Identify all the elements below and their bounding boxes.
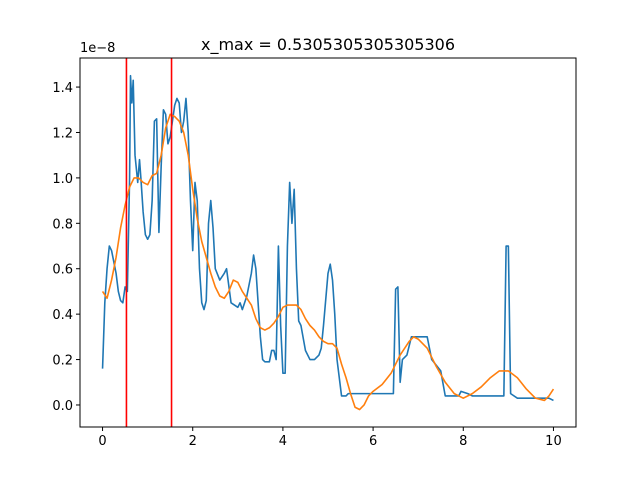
y-tick-label: 0.2	[52, 354, 73, 369]
y-tick-label: 1.0	[52, 172, 73, 187]
offset-label: 1e−8	[80, 41, 115, 56]
plot-frame	[79, 57, 577, 428]
x-tick-label: 8	[459, 434, 467, 449]
y-tick-label: 0.6	[52, 263, 73, 278]
x-tick-label: 4	[279, 434, 287, 449]
y-tick-label: 1.2	[52, 126, 73, 141]
x-tick-label: 2	[189, 434, 197, 449]
y-tick-label: 1.4	[52, 81, 73, 96]
data-line	[101, 113, 555, 411]
y-tick-label: 0.0	[52, 399, 73, 414]
y-tick-label: 0.8	[52, 217, 73, 232]
x-tick-label: 6	[369, 434, 377, 449]
y-tick-label: 0.4	[52, 308, 73, 323]
x-tick-label: 10	[545, 434, 562, 449]
data-line	[101, 74, 554, 402]
chart-title: x_max = 0.5305305305305306	[201, 35, 455, 55]
x-tick-label: 0	[98, 434, 106, 449]
